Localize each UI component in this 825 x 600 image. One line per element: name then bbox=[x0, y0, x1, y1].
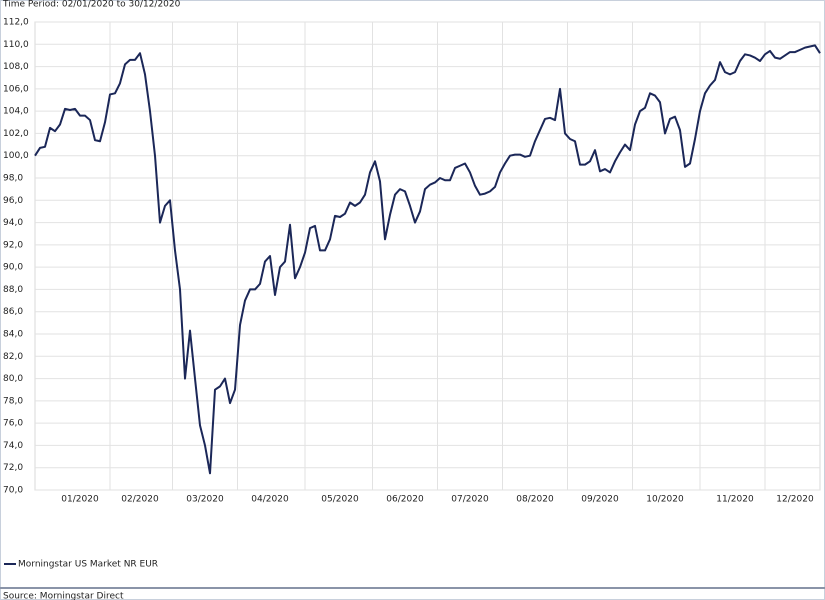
plot-area bbox=[34, 21, 821, 491]
y-tick-label: 98,0 bbox=[3, 174, 23, 184]
y-tick-label: 100,0 bbox=[3, 151, 29, 161]
x-tick-label: 02/2020 bbox=[121, 495, 159, 505]
x-tick-label: 07/2020 bbox=[451, 495, 489, 505]
y-tick-label: 72,0 bbox=[3, 463, 23, 473]
y-tick-label: 92,0 bbox=[3, 240, 23, 250]
source: Source: Morningstar Direct bbox=[3, 592, 124, 600]
y-tick-label: 78,0 bbox=[3, 396, 23, 406]
y-tick-label: 106,0 bbox=[3, 84, 29, 94]
y-tick-label: 96,0 bbox=[3, 196, 23, 206]
y-tick-label: 74,0 bbox=[3, 441, 23, 451]
x-tick-label: 11/2020 bbox=[716, 495, 754, 505]
x-tick-label: 04/2020 bbox=[251, 495, 289, 505]
series-line bbox=[34, 44, 821, 475]
x-tick-label: 03/2020 bbox=[186, 495, 224, 505]
y-tick-label: 70,0 bbox=[3, 486, 23, 496]
y-tick-label: 82,0 bbox=[3, 352, 23, 362]
x-tick-label: 05/2020 bbox=[321, 495, 359, 505]
y-tick-label: 76,0 bbox=[3, 419, 23, 429]
y-tick-label: 108,0 bbox=[3, 62, 29, 72]
subtitle: Time Period: 02/01/2020 to 30/12/2020 bbox=[2, 0, 181, 10]
y-tick-label: 80,0 bbox=[3, 374, 23, 384]
y-tick-label: 86,0 bbox=[3, 307, 23, 317]
x-tick-label: 09/2020 bbox=[581, 495, 619, 505]
y-tick-label: 112,0 bbox=[3, 18, 29, 28]
y-tick-label: 84,0 bbox=[3, 330, 23, 340]
x-tick-label: 08/2020 bbox=[516, 495, 554, 505]
x-tick-label: 01/2020 bbox=[61, 495, 99, 505]
y-tick-label: 88,0 bbox=[3, 285, 23, 295]
x-tick-label: 06/2020 bbox=[386, 495, 424, 505]
y-tick-label: 94,0 bbox=[3, 218, 23, 228]
legend-label: Morningstar US Market NR EUR bbox=[18, 560, 158, 570]
y-tick-label: 102,0 bbox=[3, 129, 29, 139]
x-tick-label: 12/2020 bbox=[776, 495, 814, 505]
y-tick-label: 90,0 bbox=[3, 263, 23, 273]
x-tick-label: 10/2020 bbox=[646, 495, 684, 505]
y-tick-label: 104,0 bbox=[3, 107, 29, 117]
y-tick-label: 110,0 bbox=[3, 40, 29, 50]
